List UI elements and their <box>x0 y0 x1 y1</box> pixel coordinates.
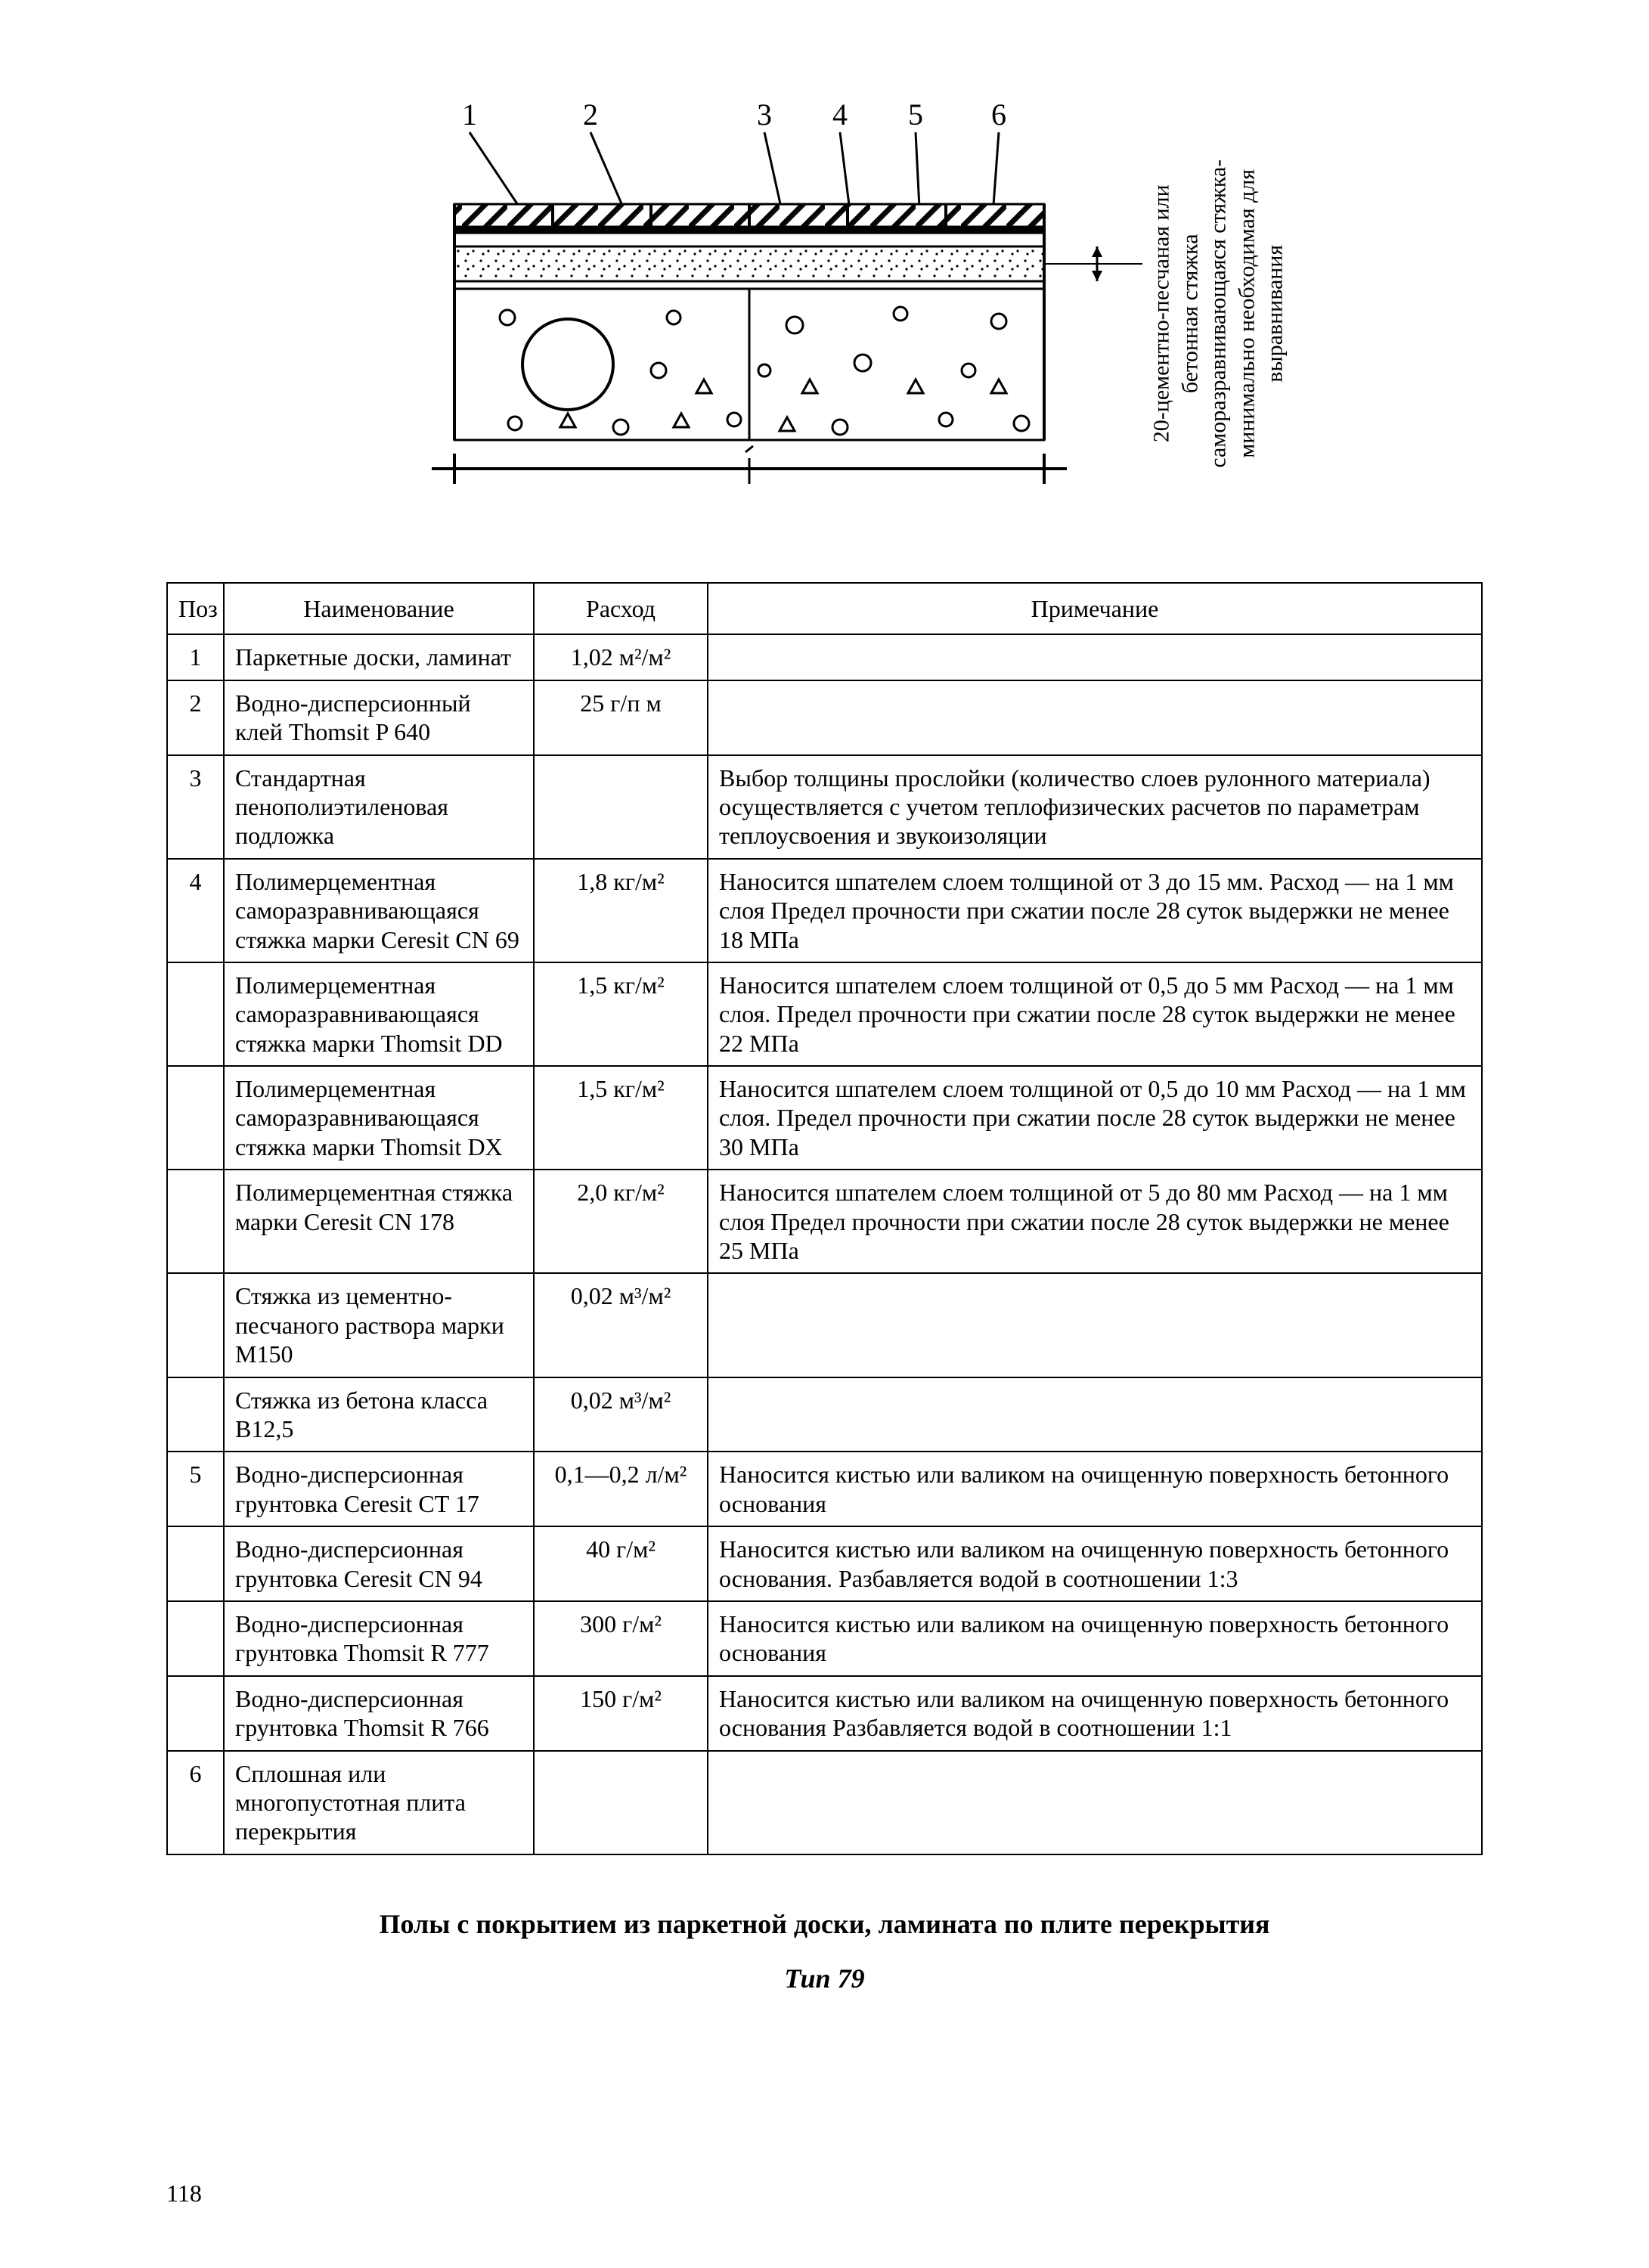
cell-consumption: 0,02 м³/м² <box>534 1377 708 1452</box>
cell-name: Водно-дисперсионная грунтовка Thomsit R … <box>224 1601 534 1676</box>
cell-name: Сплошная или многопустотная плита перекр… <box>224 1751 534 1854</box>
cell-pos <box>167 1273 224 1377</box>
cell-consumption: 25 г/п м <box>534 680 708 755</box>
table-row: Полимерцементная саморазравнивающаяся ст… <box>167 1066 1482 1170</box>
cell-name: Стандартная пенополиэтиленовая подложка <box>224 755 534 859</box>
cell-pos: 3 <box>167 755 224 859</box>
cell-name: Водно-дисперсионный клей Thomsit P 640 <box>224 680 534 755</box>
figure-side-annotation: 20-цементно-песчаная или бетонная стяжка… <box>953 91 1483 537</box>
cell-note: Наносится шпателем слоем толщиной от 0,5… <box>708 962 1482 1066</box>
table-row: 5Водно-дисперсионная грунтовка Ceresit C… <box>167 1452 1482 1526</box>
cell-note: Наносится кистью или валиком на очищенну… <box>708 1452 1482 1526</box>
cell-name: Стяжка из цементно-песчаного раствора ма… <box>224 1273 534 1377</box>
cell-note <box>708 1273 1482 1377</box>
table-row: 4Полимерцементная саморазравнивающаяся с… <box>167 859 1482 962</box>
table-row: Полимерцементная стяжка марки Ceresit CN… <box>167 1170 1482 1273</box>
cell-note: Выбор толщины прослойки (количество слое… <box>708 755 1482 859</box>
page-number: 118 <box>166 2180 202 2208</box>
cell-note: Наносится шпателем слоем толщиной от 5 д… <box>708 1170 1482 1273</box>
header-pos: Поз <box>167 583 224 634</box>
cell-pos: 4 <box>167 859 224 962</box>
cell-consumption: 300 г/м² <box>534 1601 708 1676</box>
cell-consumption: 0,1—0,2 л/м² <box>534 1452 708 1526</box>
cell-note: Наносится шпателем слоем толщиной от 3 д… <box>708 859 1482 962</box>
cell-consumption: 0,02 м³/м² <box>534 1273 708 1377</box>
callout-1: 1 <box>462 98 477 132</box>
figure: 1 2 3 4 5 6 <box>371 91 1279 537</box>
table-row: Стяжка из бетона класса В12,50,02 м³/м² <box>167 1377 1482 1452</box>
cell-note: Наносится кистью или валиком на очищенну… <box>708 1676 1482 1751</box>
cell-note <box>708 634 1482 680</box>
cell-pos <box>167 1066 224 1170</box>
cell-consumption <box>534 1751 708 1854</box>
cell-consumption: 2,0 кг/м² <box>534 1170 708 1273</box>
callout-4: 4 <box>832 98 848 132</box>
cell-name: Стяжка из бетона класса В12,5 <box>224 1377 534 1452</box>
cell-pos: 1 <box>167 634 224 680</box>
cell-note <box>708 1377 1482 1452</box>
table-row: Стяжка из цементно-песчаного раствора ма… <box>167 1273 1482 1377</box>
cell-note <box>708 680 1482 755</box>
table-row: Полимерцементная саморазравнивающаяся ст… <box>167 962 1482 1066</box>
cell-consumption: 1,5 кг/м² <box>534 1066 708 1170</box>
cell-pos: 6 <box>167 1751 224 1854</box>
side-text-line: минимально необходимая для <box>1232 49 1260 578</box>
header-name: Наименование <box>224 583 534 634</box>
table-row: Водно-дисперсионная грунтовка Thomsit R … <box>167 1601 1482 1676</box>
cell-consumption: 1,5 кг/м² <box>534 962 708 1066</box>
cell-pos <box>167 1601 224 1676</box>
header-cons: Расход <box>534 583 708 634</box>
cell-note: Наносится кистью или валиком на очищенну… <box>708 1601 1482 1676</box>
cell-name: Полимерцементная саморазравнивающаяся ст… <box>224 1066 534 1170</box>
table-row: 1Паркетные доски, ламинат1,02 м²/м² <box>167 634 1482 680</box>
cell-name: Водно-дисперсионная грунтовка Ceresit CN… <box>224 1526 534 1601</box>
page: 1 2 3 4 5 6 <box>0 0 1649 2268</box>
cell-note: Наносится шпателем слоем толщиной от 0,5… <box>708 1066 1482 1170</box>
table-row: 6Сплошная или многопустотная плита перек… <box>167 1751 1482 1854</box>
type-label: Тип 79 <box>166 1963 1483 1994</box>
side-text-line: бетонная стяжка <box>1175 49 1204 578</box>
cell-pos <box>167 1377 224 1452</box>
cell-name: Полимерцементная саморазравнивающаяся ст… <box>224 859 534 962</box>
cell-note: Наносится кистью или валиком на очищенну… <box>708 1526 1482 1601</box>
table-header-row: Поз Наименование Расход Примечание <box>167 583 1482 634</box>
side-text-line: 20-цементно-песчаная или <box>1147 49 1176 578</box>
side-text-line: саморазравнивающаяся стяжка- <box>1204 49 1232 578</box>
cell-name: Паркетные доски, ламинат <box>224 634 534 680</box>
cell-name: Водно-дисперсионная грунтовка Thomsit R … <box>224 1676 534 1751</box>
cell-pos <box>167 1526 224 1601</box>
callout-3: 3 <box>757 98 772 132</box>
cell-consumption: 150 г/м² <box>534 1676 708 1751</box>
specification-table: Поз Наименование Расход Примечание 1Парк… <box>166 582 1483 1855</box>
cell-name: Полимерцементная стяжка марки Ceresit CN… <box>224 1170 534 1273</box>
table-row: Водно-дисперсионная грунтовка Ceresit CN… <box>167 1526 1482 1601</box>
figure-wrap: 1 2 3 4 5 6 <box>166 91 1483 537</box>
callout-5: 5 <box>908 98 923 132</box>
figure-caption: Полы с покрытием из паркетной доски, лам… <box>166 1908 1483 1940</box>
cell-pos: 5 <box>167 1452 224 1526</box>
cell-consumption <box>534 755 708 859</box>
cell-consumption: 40 г/м² <box>534 1526 708 1601</box>
table-row: Водно-дисперсионная грунтовка Thomsit R … <box>167 1676 1482 1751</box>
cell-name: Полимерцементная саморазравнивающаяся ст… <box>224 962 534 1066</box>
callout-2: 2 <box>583 98 598 132</box>
table-row: 2Водно-дисперсионный клей Thomsit P 6402… <box>167 680 1482 755</box>
cell-pos: 2 <box>167 680 224 755</box>
cell-note <box>708 1751 1482 1854</box>
cell-consumption: 1,02 м²/м² <box>534 634 708 680</box>
cell-name: Водно-дисперсионная грунтовка Ceresit CT… <box>224 1452 534 1526</box>
cell-consumption: 1,8 кг/м² <box>534 859 708 962</box>
table-row: 3Стандартная пенополиэтиленовая подложка… <box>167 755 1482 859</box>
side-text-line: выравнивания <box>1260 49 1289 578</box>
cell-pos <box>167 1170 224 1273</box>
header-note: Примечание <box>708 583 1482 634</box>
cell-pos <box>167 1676 224 1751</box>
cell-pos <box>167 962 224 1066</box>
